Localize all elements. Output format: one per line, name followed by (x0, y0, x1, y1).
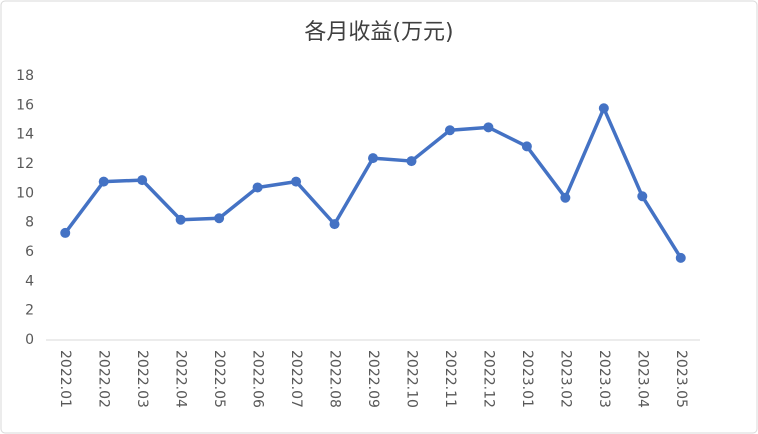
y-tick-label: 14 (16, 127, 34, 143)
point (483, 122, 494, 133)
point (98, 176, 109, 187)
point (329, 219, 340, 230)
y-tick-label: 8 (25, 215, 34, 231)
x-tick-label: 2022.03 (134, 350, 150, 408)
point (598, 103, 609, 114)
x-tick-label: 2022.12 (480, 350, 496, 408)
x-tick-label: 2023.02 (557, 350, 573, 408)
point (406, 156, 417, 167)
x-tick-label: 2022.10 (403, 350, 419, 408)
point (60, 227, 71, 238)
chart-title: 各月收益(万元) (304, 20, 453, 45)
point (675, 252, 686, 263)
x-tick-label: 2022.02 (96, 350, 112, 408)
y-tick-label: 16 (16, 97, 34, 113)
y-tick-label: 2 (25, 303, 34, 319)
point (137, 175, 148, 186)
point (560, 192, 571, 203)
y-tick-label: 12 (16, 156, 34, 172)
x-tick-label: 2022.08 (327, 350, 343, 408)
point (368, 153, 378, 164)
x-tick-label: 2022.04 (173, 350, 189, 408)
x-tick-label: 2022.01 (57, 350, 73, 408)
point (291, 176, 302, 187)
x-tick-label: 2022.06 (250, 350, 266, 408)
x-tick-label: 2023.05 (673, 350, 689, 408)
x-tick-label: 2022.09 (365, 350, 381, 408)
y-tick-label: 18 (16, 68, 34, 84)
x-tick-label: 2023.03 (596, 350, 612, 408)
point (214, 213, 225, 224)
point (637, 191, 648, 202)
x-tick-label: 2022.11 (442, 350, 458, 408)
point (175, 214, 186, 225)
x-tick-label: 2023.04 (634, 350, 650, 408)
y-tick-label: 10 (16, 185, 34, 201)
y-tick-label: 6 (25, 244, 34, 260)
x-tick-label: 2023.01 (519, 350, 535, 408)
y-tick-label: 4 (25, 273, 34, 289)
point (521, 141, 532, 152)
x-tick-label: 2022.07 (288, 350, 304, 408)
y-tick-label: 0 (25, 332, 34, 348)
point (252, 182, 263, 193)
point (444, 125, 455, 136)
x-tick-label: 2022.05 (211, 350, 227, 408)
